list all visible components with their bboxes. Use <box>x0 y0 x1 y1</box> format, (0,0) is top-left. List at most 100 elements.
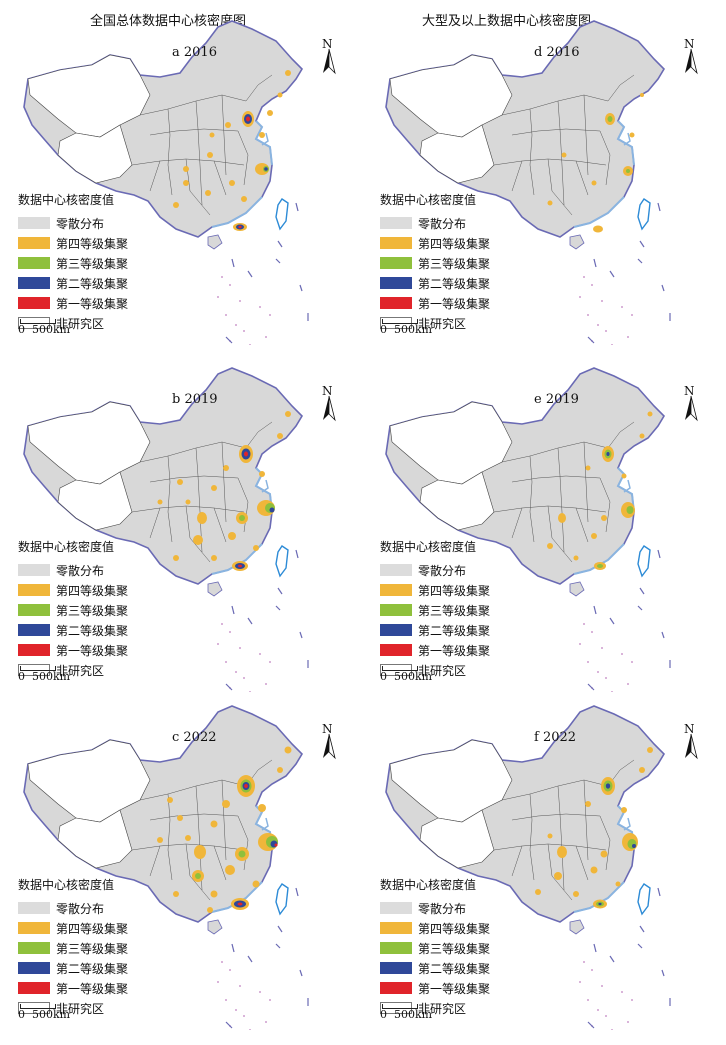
legend-swatch <box>18 902 50 914</box>
north-arrow: N <box>680 384 702 424</box>
legend-swatch <box>380 584 412 596</box>
china-kde-map <box>385 367 671 692</box>
scale-length: 500km <box>394 670 433 683</box>
legend-item-level-4: 第四等级集聚 <box>18 918 128 938</box>
legend-label: 第二等级集聚 <box>418 961 491 976</box>
kde-clusters <box>173 70 291 231</box>
legend-item-level-4: 第四等级集聚 <box>380 918 490 938</box>
north-label: N <box>684 384 695 398</box>
panel-label: b 2019 <box>172 392 218 407</box>
map-panel-d-2016: d 2016 N 数据中心核密度值 零散分布 第四等级集聚 第三等级集聚 第二等… <box>362 15 712 345</box>
legend-label: 第一等级集聚 <box>56 296 129 311</box>
panel-label: d 2016 <box>534 45 580 60</box>
legend-title: 数据中心核密度值 <box>18 540 115 554</box>
legend-item-level-1: 第一等级集聚 <box>380 293 490 313</box>
scale-bar-line <box>20 319 56 324</box>
china-kde-map <box>23 367 309 692</box>
north-arrow: N <box>318 384 340 424</box>
legend-label: 非研究区 <box>418 316 467 331</box>
legend-item-level-3: 第三等级集聚 <box>380 938 490 958</box>
legend-label: 第二等级集聚 <box>418 276 491 291</box>
north-arrow-icon <box>685 733 698 760</box>
panel-label: a 2016 <box>172 45 217 60</box>
legend-item-level-1: 第一等级集聚 <box>18 293 128 313</box>
north-label: N <box>322 722 333 736</box>
legend-label: 第四等级集聚 <box>418 236 491 251</box>
legend-item-level-4: 第四等级集聚 <box>18 233 128 253</box>
north-arrow-icon <box>323 395 336 422</box>
legend-title: 数据中心核密度值 <box>18 878 115 892</box>
legend-label: 第三等级集聚 <box>418 256 491 271</box>
legend: 数据中心核密度值 零散分布 第四等级集聚 第三等级集聚 第二等级集聚 第一等级集… <box>18 876 128 1018</box>
legend-swatch <box>380 624 412 636</box>
legend-item-non-study: 非研究区 <box>380 660 490 680</box>
legend-item-level-4: 第四等级集聚 <box>18 580 128 600</box>
panel-label: c 2022 <box>172 730 217 745</box>
legend-swatch <box>380 297 412 309</box>
legend-title: 数据中心核密度值 <box>380 193 477 207</box>
legend-item-level-1: 第一等级集聚 <box>18 640 128 660</box>
legend-label: 第一等级集聚 <box>418 296 491 311</box>
legend-item-scattered: 零散分布 <box>18 213 128 233</box>
legend-item-level-3: 第三等级集聚 <box>18 253 128 273</box>
legend-title: 数据中心核密度值 <box>380 878 477 892</box>
legend-swatch <box>18 237 50 249</box>
right-column-title: 大型及以上数据中心核密度图 <box>422 14 592 29</box>
legend-swatch <box>380 277 412 289</box>
legend-swatch <box>18 942 50 954</box>
legend-title: 数据中心核密度值 <box>380 540 477 554</box>
china-kde-map <box>385 20 671 345</box>
legend-swatch <box>380 644 412 656</box>
scale-zero: 0 <box>380 323 387 336</box>
legend-label: 非研究区 <box>418 1001 467 1016</box>
legend-label: 零散分布 <box>56 563 105 578</box>
panel-label: f 2022 <box>534 730 577 745</box>
scale-bar-line <box>20 1004 56 1009</box>
legend-swatch <box>18 644 50 656</box>
legend-swatch <box>380 604 412 616</box>
legend-swatch <box>18 297 50 309</box>
legend-label: 非研究区 <box>418 663 467 678</box>
map-panel-e-2019: e 2019 N 数据中心核密度值 零散分布 第四等级集聚 第三等级集聚 第二等… <box>362 362 712 692</box>
legend-swatch <box>18 584 50 596</box>
legend-item-level-2: 第二等级集聚 <box>18 958 128 978</box>
legend-item-scattered: 零散分布 <box>380 898 490 918</box>
legend-swatch <box>380 902 412 914</box>
legend-item-level-2: 第二等级集聚 <box>18 273 128 293</box>
legend-swatch <box>18 257 50 269</box>
china-kde-map <box>23 705 309 1030</box>
legend-swatch <box>18 217 50 229</box>
north-arrow: N <box>318 722 340 762</box>
kde-clusters <box>547 411 653 570</box>
north-arrow-icon <box>685 395 698 422</box>
legend-label: 第二等级集聚 <box>418 623 491 638</box>
legend: 数据中心核密度值 零散分布 第四等级集聚 第三等级集聚 第二等级集聚 第一等级集… <box>380 191 490 333</box>
north-arrow: N <box>318 37 340 77</box>
legend-swatch <box>380 942 412 954</box>
legend-item-level-2: 第二等级集聚 <box>380 273 490 293</box>
legend-item-scattered: 零散分布 <box>18 898 128 918</box>
legend: 数据中心核密度值 零散分布 第四等级集聚 第三等级集聚 第二等级集聚 第一等级集… <box>380 538 490 680</box>
legend-label: 第三等级集聚 <box>418 941 491 956</box>
legend-item-level-1: 第一等级集聚 <box>18 978 128 998</box>
legend-label: 第一等级集聚 <box>418 643 491 658</box>
legend-item-level-2: 第二等级集聚 <box>380 620 490 640</box>
legend-title: 数据中心核密度值 <box>18 193 115 207</box>
scale-zero: 0 <box>18 323 25 336</box>
legend: 数据中心核密度值 零散分布 第四等级集聚 第三等级集聚 第二等级集聚 第一等级集… <box>18 191 128 333</box>
scale-zero: 0 <box>18 1008 25 1021</box>
north-label: N <box>322 384 333 398</box>
legend-swatch <box>380 217 412 229</box>
legend-swatch <box>18 277 50 289</box>
legend-label: 第一等级集聚 <box>56 643 129 658</box>
legend-label: 非研究区 <box>56 316 105 331</box>
legend-label: 第三等级集聚 <box>56 941 129 956</box>
legend-swatch <box>18 962 50 974</box>
legend-swatch <box>380 564 412 576</box>
scale-zero: 0 <box>18 670 25 683</box>
kde-clusters <box>157 746 292 913</box>
legend-swatch <box>380 922 412 934</box>
north-label: N <box>684 722 695 736</box>
scale-length: 500km <box>394 323 433 336</box>
legend-label: 零散分布 <box>56 901 105 916</box>
